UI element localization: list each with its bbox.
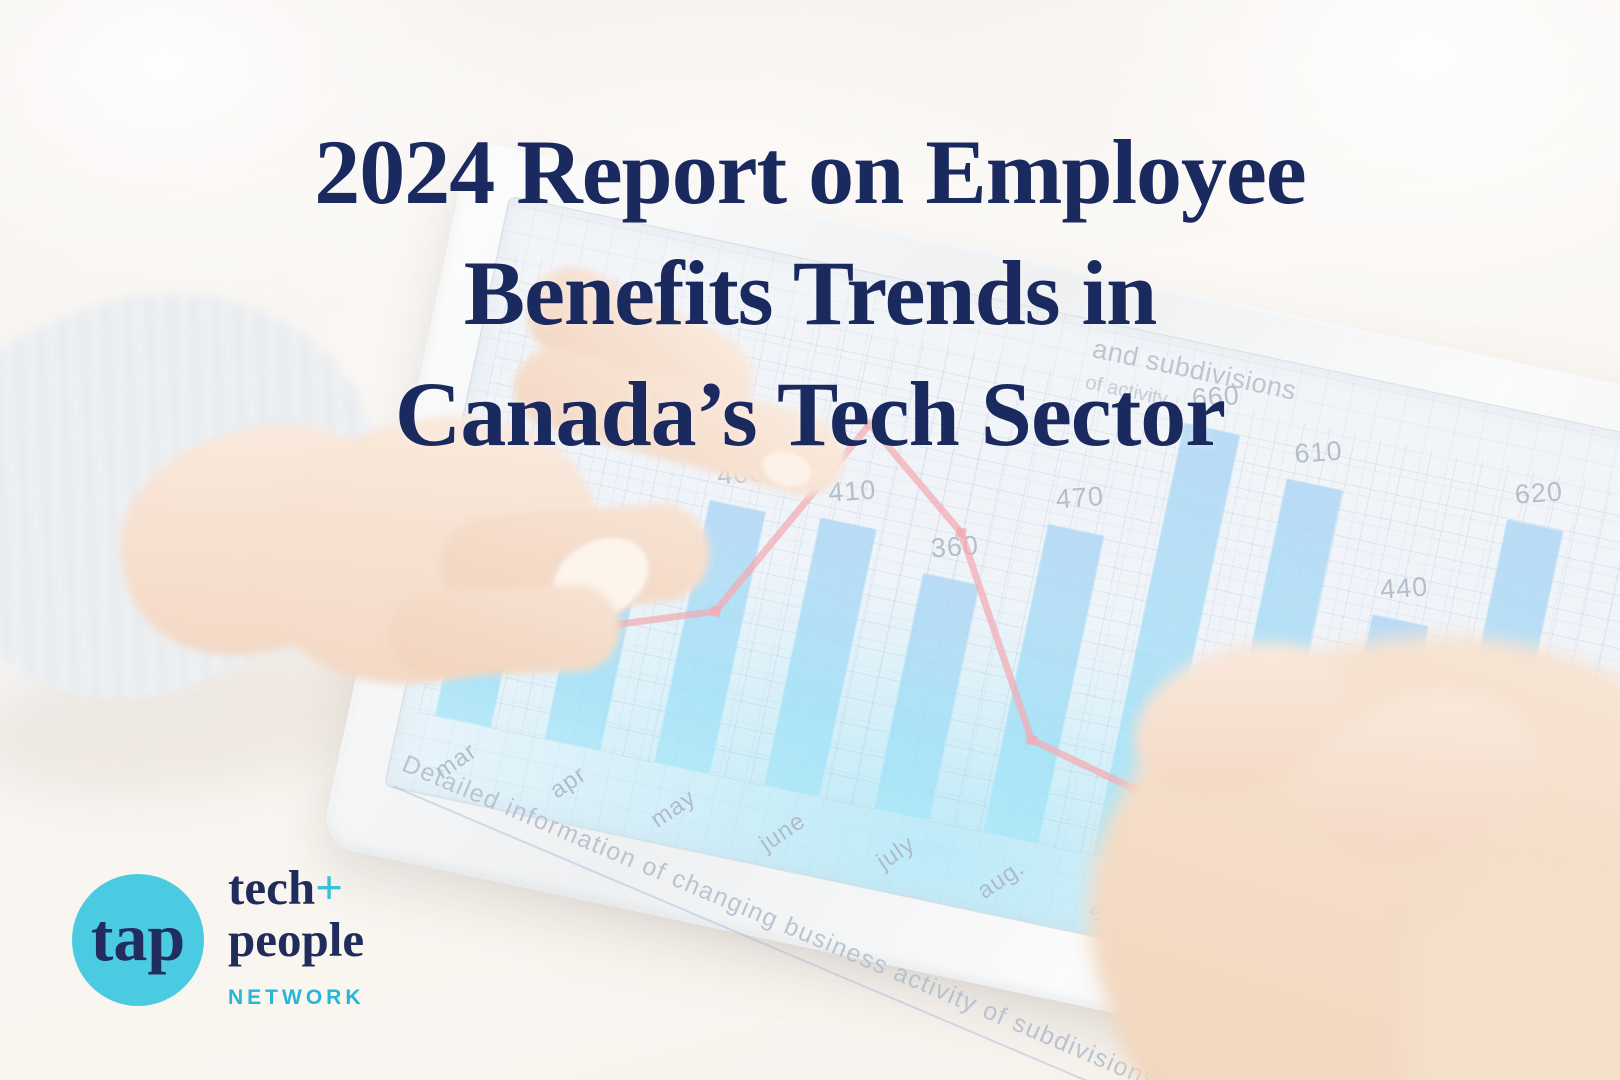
logo-wordmark: tech+ people NETWORK [228,862,365,1024]
logo-tagline: NETWORK [228,986,365,1009]
title-line-3: Canada’s Tech Sector [394,363,1226,465]
tap-network-logo: tap tech+ people NETWORK [72,842,402,1022]
trend-line-marker [955,526,968,539]
logo-circle-mark: tap [72,874,204,1006]
logo-word-people: people [228,912,365,967]
trend-line-marker [863,418,876,431]
logo-mark-text: tap [90,898,186,975]
trend-line-marker [709,605,722,618]
logo-plus-sign: + [315,860,343,915]
trend-line-marker [1025,733,1038,746]
title-line-1: 2024 Report on Employee [314,121,1306,223]
title-line-2: Benefits Trends in [463,242,1158,344]
logo-word-tech: tech+ [228,860,343,915]
page-title: 2024 Report on Employee Benefits Trends … [0,112,1620,475]
